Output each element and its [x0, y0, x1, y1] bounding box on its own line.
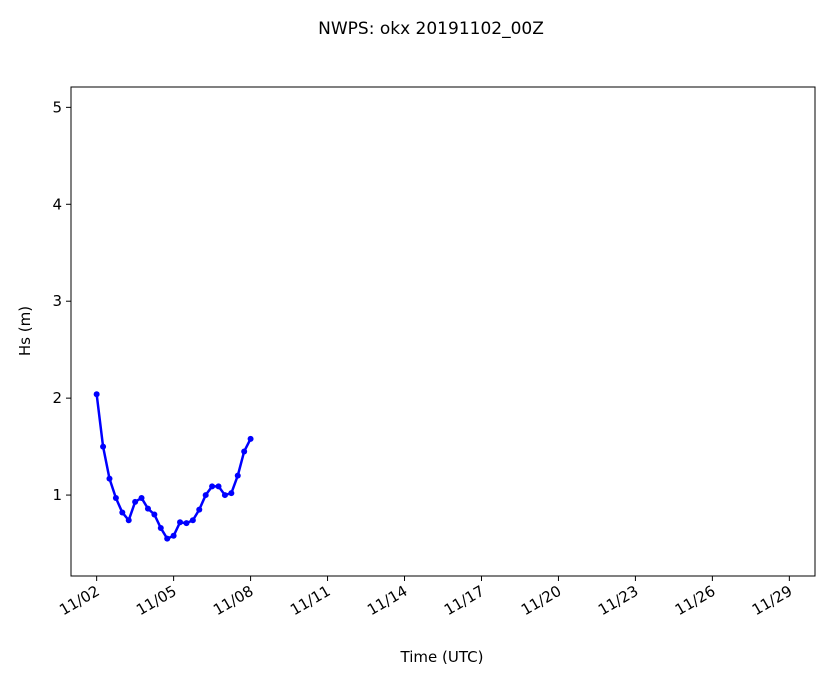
- x-tick-label: 11/26: [672, 582, 718, 619]
- x-tick-label: 11/14: [364, 582, 410, 619]
- data-point: [202, 492, 209, 499]
- x-tick-label: 11/17: [441, 582, 487, 619]
- data-point: [247, 435, 254, 442]
- data-point: [100, 443, 107, 450]
- x-tick-label: 11/23: [595, 582, 641, 619]
- data-point: [241, 448, 248, 455]
- y-axis-label: Hs (m): [16, 306, 34, 356]
- x-tick-label: 11/20: [518, 582, 564, 619]
- y-tick-label: 3: [52, 292, 62, 310]
- data-point: [138, 494, 145, 501]
- y-tick-label: 1: [52, 486, 62, 504]
- data-point: [189, 517, 196, 524]
- x-tick-label: 11/11: [287, 582, 333, 619]
- data-point: [221, 492, 228, 499]
- data-point: [132, 498, 139, 505]
- data-point: [183, 520, 190, 527]
- data-point: [144, 505, 151, 512]
- data-point: [157, 525, 164, 532]
- x-tick-label: 11/05: [133, 582, 179, 619]
- chart-title: NWPS: okx 20191102_00Z: [318, 19, 544, 39]
- x-tick-label: 11/02: [56, 582, 102, 619]
- data-point: [177, 519, 184, 526]
- data-point: [196, 506, 203, 513]
- y-tick-label: 5: [52, 98, 62, 116]
- x-axis-label: Time (UTC): [400, 648, 484, 666]
- plot-frame: [70, 86, 816, 577]
- data-point: [93, 391, 100, 398]
- x-tick-label: 11/29: [749, 582, 795, 619]
- series-line: [95, 394, 252, 541]
- data-point: [228, 490, 235, 497]
- data-point: [234, 472, 241, 479]
- data-point: [125, 517, 132, 524]
- data-point: [170, 532, 177, 539]
- data-point: [164, 535, 171, 542]
- data-point: [215, 483, 222, 490]
- data-point: [112, 494, 119, 501]
- data-point: [119, 509, 126, 516]
- data-point: [151, 511, 158, 518]
- data-point: [209, 483, 216, 490]
- y-tick-label: 2: [52, 389, 62, 407]
- x-tick-label: 11/08: [210, 582, 256, 619]
- data-point: [106, 475, 113, 482]
- y-tick-label: 4: [52, 195, 62, 213]
